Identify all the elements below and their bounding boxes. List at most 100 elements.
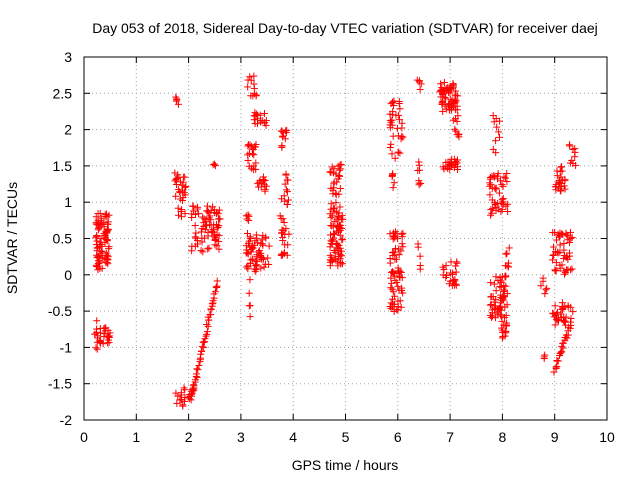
data-point (257, 264, 265, 272)
data-point (105, 243, 113, 251)
data-point (388, 279, 396, 287)
data-point (326, 258, 334, 266)
data-point (495, 305, 503, 313)
data-point (551, 321, 559, 329)
data-point (497, 291, 505, 299)
data-point (211, 160, 219, 168)
y-tick-label: -0.5 (48, 303, 72, 319)
data-point (537, 282, 545, 290)
data-point (208, 227, 216, 235)
data-point (207, 306, 215, 314)
data-point (500, 321, 508, 329)
axis-ticks (83, 56, 608, 421)
data-point (173, 399, 181, 407)
data-point (336, 203, 344, 211)
data-point (390, 248, 398, 256)
data-point (492, 273, 500, 281)
data-point (560, 246, 568, 254)
y-tick-label: 0.5 (53, 231, 73, 247)
data-point (386, 230, 394, 238)
data-point (539, 277, 547, 285)
y-tick-label: -2 (60, 412, 73, 428)
x-tick-label: 5 (342, 429, 350, 445)
y-tick-label: 2 (64, 122, 72, 138)
data-point (447, 96, 455, 104)
data-point (489, 205, 497, 213)
data-point (264, 254, 272, 262)
data-point (253, 257, 261, 265)
data-point (330, 184, 338, 192)
data-point (415, 181, 423, 189)
data-point (92, 241, 100, 249)
data-point (215, 206, 223, 214)
data-point (334, 175, 342, 183)
data-point (246, 73, 254, 81)
data-point (447, 85, 455, 93)
x-tick-label: 3 (237, 429, 245, 445)
data-point (191, 233, 199, 241)
data-point (206, 221, 214, 229)
data-point (254, 180, 262, 188)
x-tick-label: 10 (599, 429, 615, 445)
data-point (439, 107, 447, 115)
data-point (388, 268, 396, 276)
data-point (455, 133, 463, 141)
data-point (93, 345, 101, 353)
data-point (97, 220, 105, 228)
data-point (551, 302, 559, 310)
data-point (195, 210, 203, 218)
data-point (387, 284, 395, 292)
data-point (398, 240, 406, 248)
x-tick-label: 2 (185, 429, 193, 445)
data-point (390, 179, 398, 187)
data-point (280, 219, 288, 227)
data-point (541, 290, 549, 298)
data-point (389, 249, 397, 257)
data-point (190, 207, 198, 215)
data-point (452, 87, 460, 95)
data-point (279, 233, 287, 241)
data-point (399, 243, 407, 251)
data-point (246, 313, 254, 321)
data-point (262, 233, 270, 241)
data-point (277, 127, 285, 135)
x-tick-label: 1 (132, 429, 140, 445)
data-point (247, 76, 255, 84)
data-point (171, 169, 179, 177)
data-point (211, 231, 219, 239)
x-tick-label: 7 (446, 429, 454, 445)
data-point (564, 266, 572, 274)
data-point (327, 200, 335, 208)
data-point (395, 111, 403, 119)
data-point (188, 386, 196, 394)
data-point (493, 123, 501, 131)
data-point (200, 215, 208, 223)
data-point (492, 137, 500, 145)
data-point (177, 213, 185, 221)
data-point (197, 247, 205, 255)
data-point (328, 237, 336, 245)
x-axis-label: GPS time / hours (292, 457, 399, 473)
data-point (260, 263, 268, 271)
data-point (202, 332, 210, 340)
data-point (279, 227, 287, 235)
data-point (390, 307, 398, 315)
data-point (562, 229, 570, 237)
data-point (96, 238, 104, 246)
data-point (194, 237, 202, 245)
data-point (572, 161, 580, 169)
data-point (386, 259, 394, 267)
data-point (172, 389, 180, 397)
data-point (246, 141, 254, 149)
data-point (487, 206, 495, 214)
data-point (492, 149, 500, 157)
data-point (438, 99, 446, 107)
y-tick-label: -1 (60, 339, 73, 355)
data-point (492, 115, 500, 123)
data-point (413, 76, 421, 84)
data-point (503, 249, 511, 257)
data-point (194, 203, 202, 211)
data-point (96, 339, 104, 347)
data-point (489, 293, 497, 301)
